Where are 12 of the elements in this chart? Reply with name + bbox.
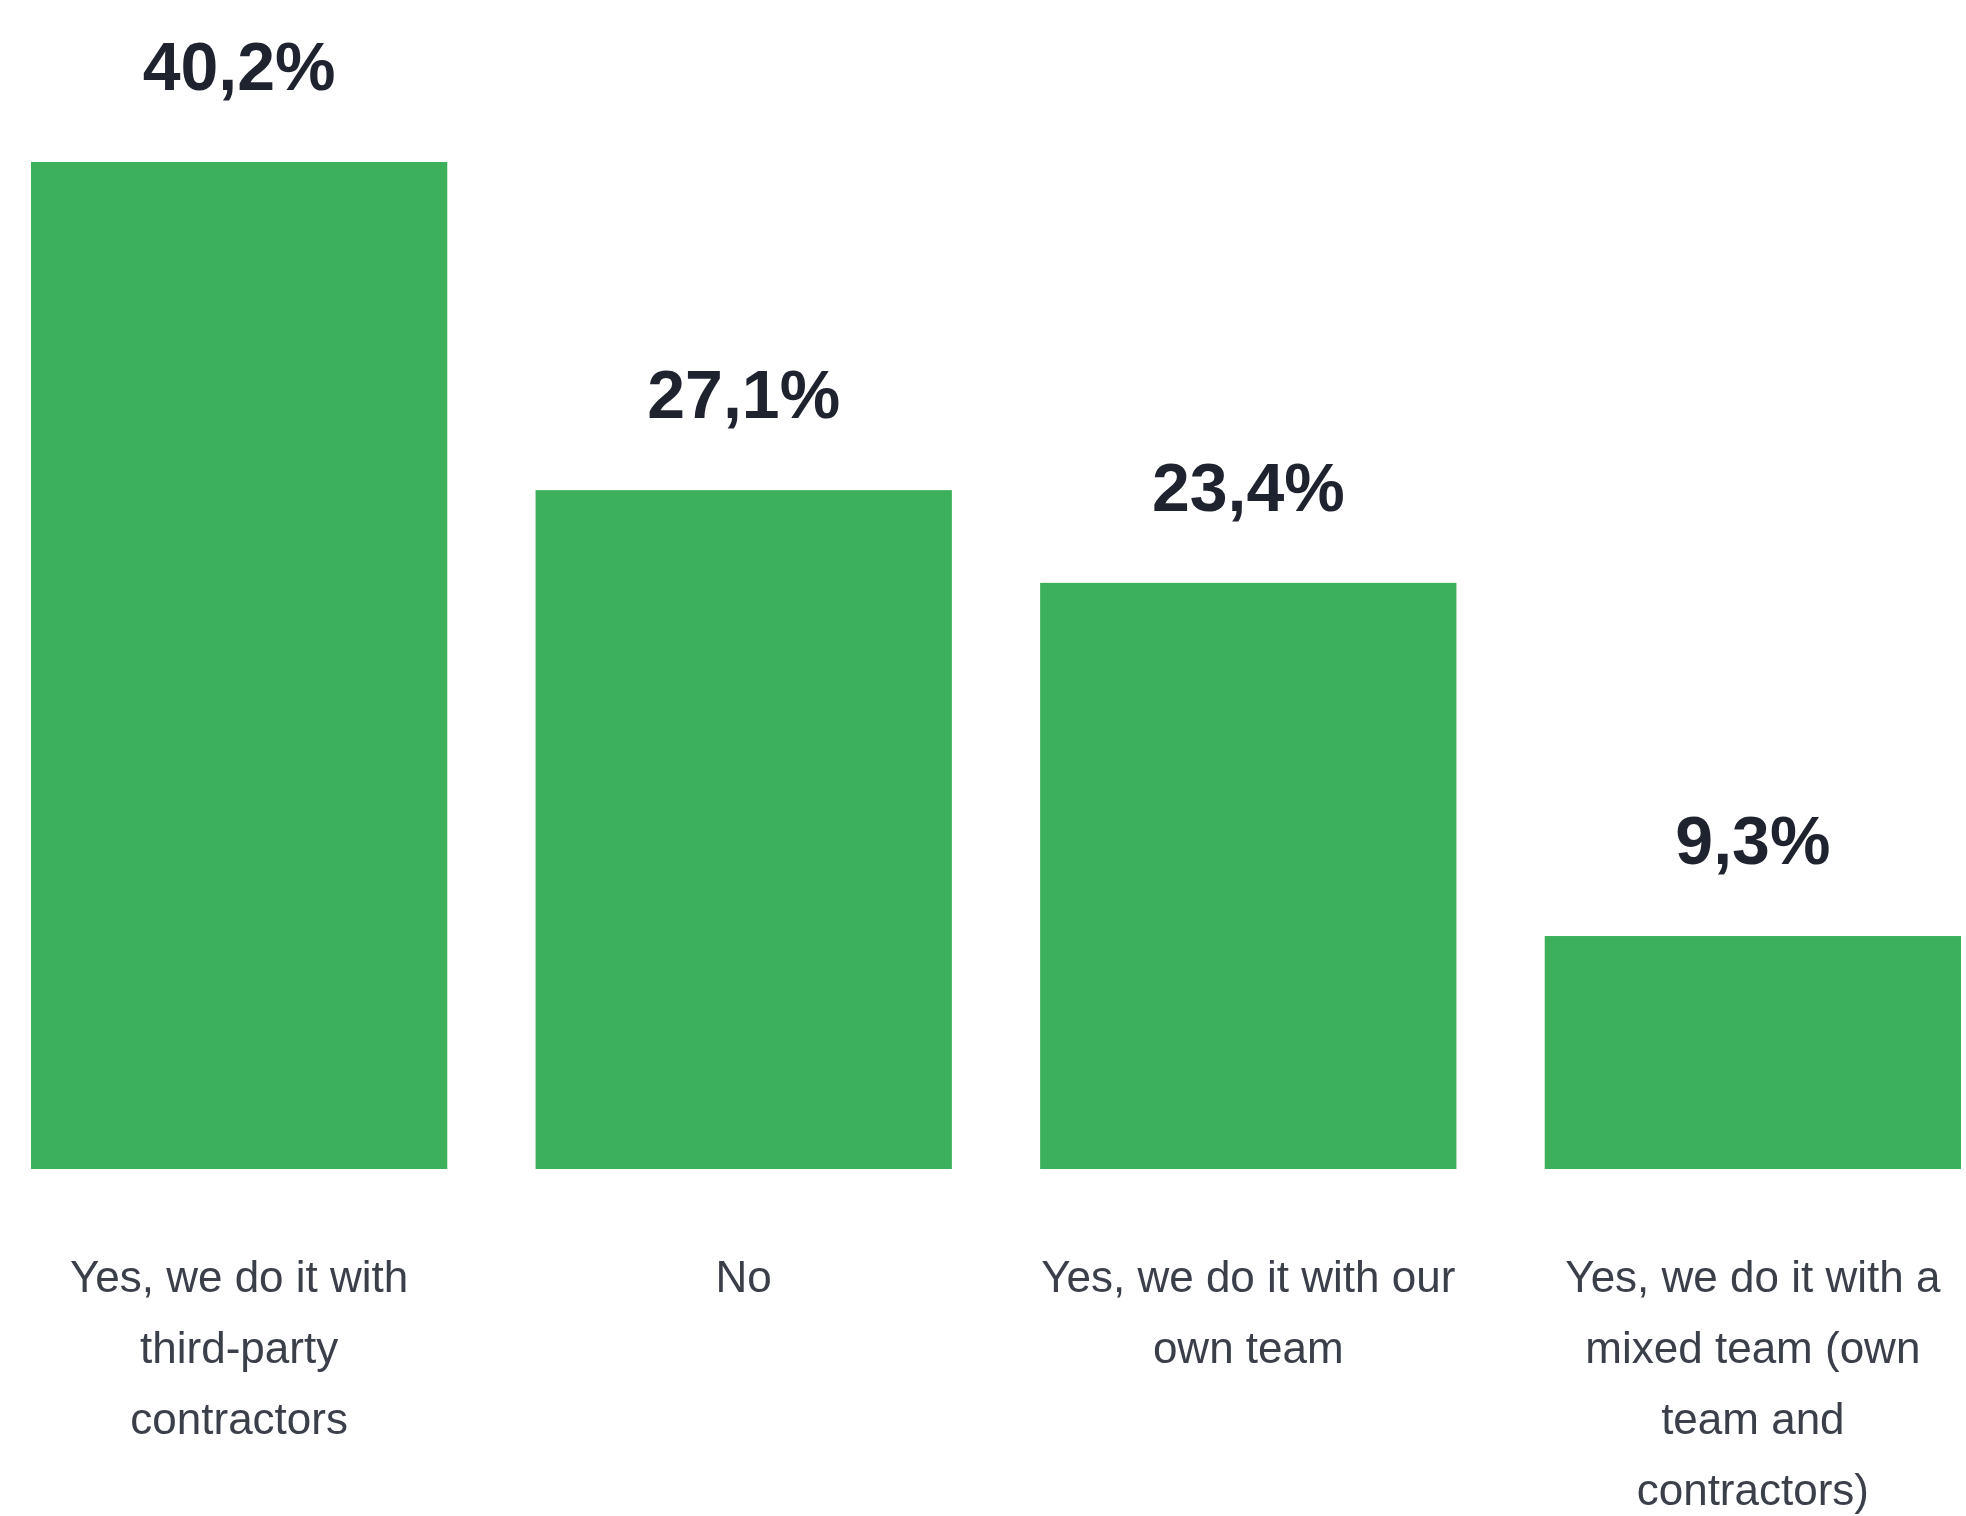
bar — [535, 490, 952, 1169]
x-tick-label: Yes, we do it with our own team — [1041, 1252, 1456, 1372]
data-label: 9,3% — [1675, 802, 1831, 879]
x-tick-label: Yes, we do it with third-party contractors — [69, 1252, 409, 1443]
x-tick-label: No — [715, 1252, 772, 1301]
x-tick-label: Yes, we do it with a mixed team (own team and contractors) — [1565, 1252, 1941, 1514]
data-label: 40,2% — [142, 28, 336, 104]
bar — [31, 162, 448, 1169]
bar — [1040, 582, 1457, 1169]
bar — [1544, 936, 1962, 1169]
data-label: 27,1% — [647, 356, 841, 433]
data-label: 23,4% — [1151, 448, 1345, 525]
